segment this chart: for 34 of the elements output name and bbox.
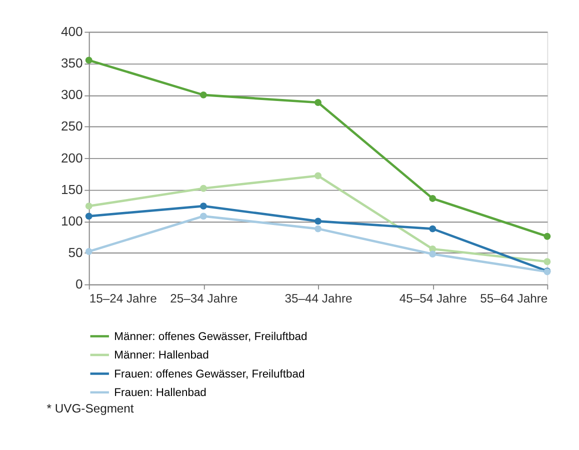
y-tick-label: 250	[60, 118, 83, 134]
x-tick-label: 25–34 Jahre	[170, 292, 238, 306]
y-tick-label: 200	[60, 150, 83, 166]
point	[200, 91, 207, 98]
point	[544, 232, 551, 240]
point	[200, 184, 207, 192]
legend-label: Männer: Hallenbad	[114, 350, 209, 362]
y-tick-label: 300	[60, 87, 83, 102]
point	[200, 202, 207, 210]
legend-label: Frauen: Hallenbad	[114, 387, 206, 400]
y-tick-label: 0	[76, 276, 83, 292]
point	[314, 172, 322, 180]
point	[429, 250, 436, 258]
point	[200, 212, 207, 220]
x-tick-label: 45–54 Jahre	[399, 292, 468, 306]
y-tick-label: 150	[60, 182, 83, 197]
legend-label: Männer: offenes Gewässer, Freiluftbad	[114, 331, 308, 343]
text: * UVG-Segment	[46, 401, 134, 416]
point	[314, 225, 322, 232]
y-tick-label: 50	[68, 244, 83, 260]
y-tick-label: 350	[60, 56, 83, 71]
x-tick-label: 15–24 Jahre	[89, 292, 158, 306]
point	[429, 195, 436, 202]
point	[544, 258, 551, 266]
point	[314, 99, 322, 106]
point	[429, 225, 436, 232]
y-tick-label: 400	[60, 24, 83, 40]
point	[314, 218, 322, 225]
point	[85, 202, 92, 210]
y-tick-label: 100	[60, 213, 83, 228]
x-tick-label: 55–64 Jahre	[480, 292, 548, 306]
point	[85, 212, 92, 220]
x-tick-label: 35–44 Jahre	[284, 292, 352, 306]
legend-label: Frauen: offenes Gewässer, Freiluftbad	[114, 368, 305, 380]
